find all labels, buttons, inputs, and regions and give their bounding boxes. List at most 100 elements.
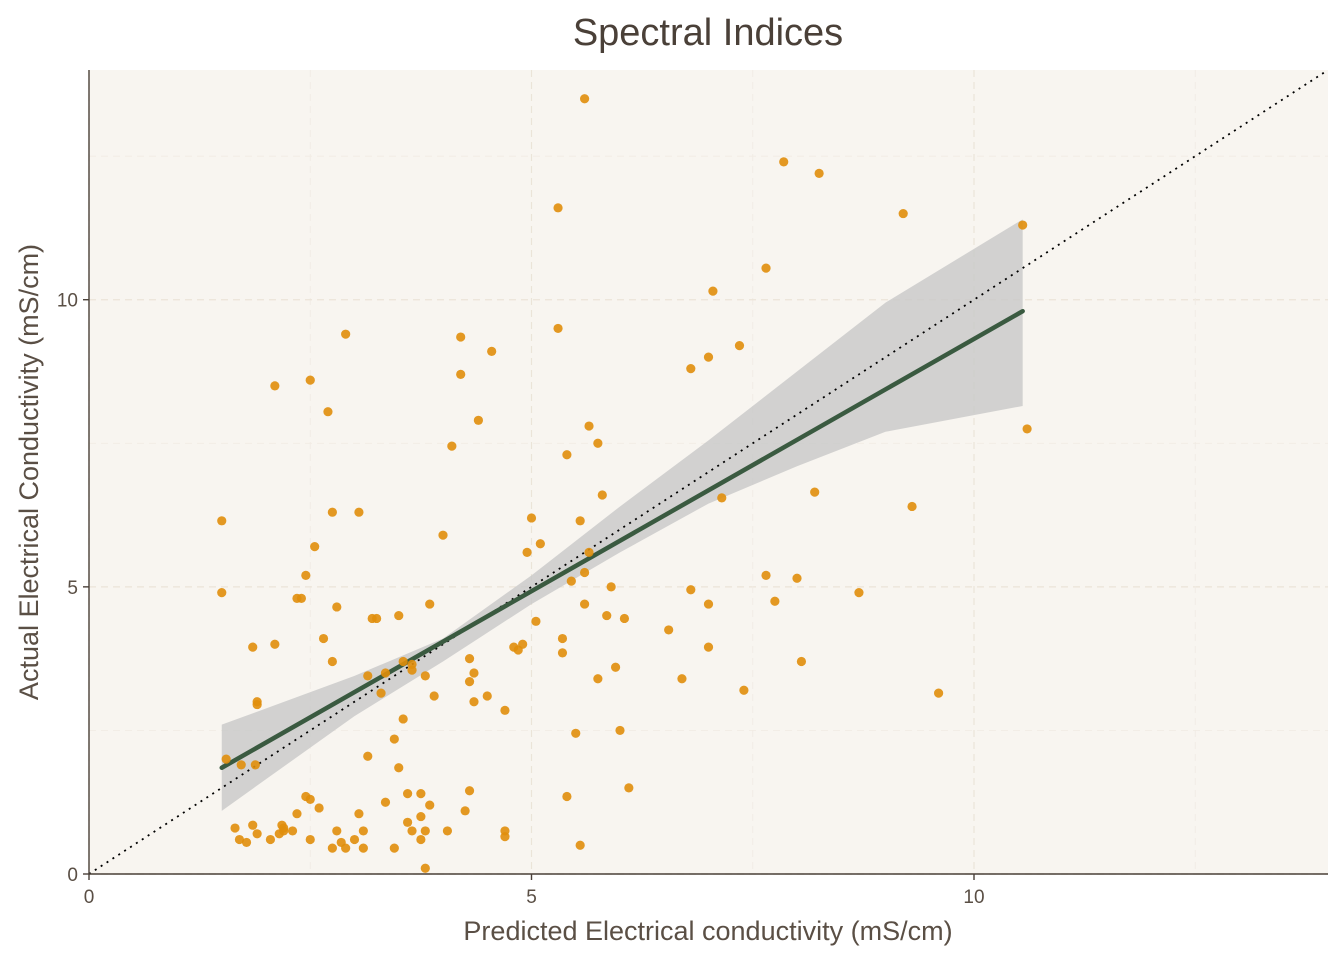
data-point (792, 573, 802, 583)
data-point (734, 341, 745, 351)
data-point (407, 659, 417, 669)
data-point (934, 688, 944, 698)
data-point (327, 507, 337, 517)
data-point (580, 94, 590, 104)
data-point (394, 610, 404, 621)
data-point (252, 699, 262, 710)
data-point (403, 817, 413, 827)
data-point (354, 809, 364, 819)
data-point (584, 547, 594, 558)
data-point (420, 863, 430, 873)
data-point (354, 507, 364, 517)
data-point (420, 671, 430, 681)
data-point (398, 656, 408, 667)
y-axis-title: Actual Electrical Conductivity (mS/cm) (14, 244, 44, 700)
data-point (420, 826, 430, 836)
data-point (363, 751, 373, 761)
y-tick-label: 0 (67, 865, 78, 886)
data-point (535, 539, 545, 549)
data-point (310, 542, 320, 552)
data-point (403, 789, 413, 799)
data-point (416, 811, 426, 822)
data-point (464, 786, 475, 796)
data-point (664, 625, 674, 635)
data-point (394, 763, 404, 773)
data-point (580, 599, 590, 609)
data-point (779, 157, 789, 167)
data-point (234, 834, 245, 845)
data-point (593, 674, 603, 684)
data-point (566, 576, 576, 586)
data-point (597, 490, 607, 500)
data-point (522, 547, 532, 558)
data-point (248, 820, 258, 830)
data-point (389, 734, 399, 744)
data-point (265, 834, 276, 845)
data-point (898, 208, 908, 219)
data-point (500, 705, 510, 715)
data-point (770, 596, 780, 606)
data-point (372, 613, 382, 624)
data-point (407, 826, 417, 836)
data-point (380, 668, 391, 678)
data-point (438, 530, 448, 540)
x-tick-label: 10 (963, 887, 984, 908)
data-point (429, 691, 439, 701)
data-point (456, 369, 466, 379)
data-point (553, 203, 563, 213)
data-point (305, 834, 315, 845)
data-point (332, 602, 342, 612)
data-point (250, 760, 260, 770)
data-point (810, 487, 820, 497)
data-point (854, 588, 864, 598)
data-point (677, 674, 687, 684)
data-point (270, 381, 280, 391)
data-point (292, 809, 302, 819)
data-point (482, 691, 492, 701)
data-point (686, 364, 696, 374)
identity-reference-line (88, 69, 1329, 875)
data-point (703, 352, 714, 362)
data-point (341, 843, 351, 853)
data-point (221, 754, 231, 764)
data-point (907, 501, 917, 512)
data-point (248, 642, 258, 652)
data-point (236, 760, 246, 770)
data-point (327, 656, 337, 667)
data-point (739, 685, 749, 695)
data-point (686, 585, 696, 595)
data-point (314, 803, 324, 813)
data-point (416, 834, 426, 845)
data-point (761, 570, 771, 580)
data-point (341, 329, 351, 339)
data-point (717, 493, 727, 503)
data-point (318, 633, 329, 644)
data-point (469, 697, 479, 707)
data-point (305, 375, 315, 385)
data-point (327, 843, 337, 853)
data-point (252, 829, 262, 839)
data-point (473, 415, 483, 425)
data-point (487, 346, 497, 356)
data-point (279, 823, 289, 833)
data-point (469, 668, 479, 678)
data-point (575, 840, 585, 850)
data-point (531, 616, 541, 626)
data-point (447, 441, 457, 451)
confidence-band (221, 219, 1023, 811)
data-point (557, 633, 568, 644)
data-point (241, 837, 252, 848)
data-point (1022, 424, 1032, 434)
y-tick-label: 5 (67, 578, 78, 599)
data-point (230, 823, 240, 833)
data-point (287, 826, 298, 836)
data-point (332, 826, 342, 836)
data-point (761, 263, 771, 273)
regression-fit-line (219, 308, 1025, 771)
data-point (703, 599, 714, 609)
data-point (358, 826, 368, 836)
data-point (456, 332, 466, 342)
data-point (416, 789, 426, 799)
data-point (526, 513, 537, 523)
